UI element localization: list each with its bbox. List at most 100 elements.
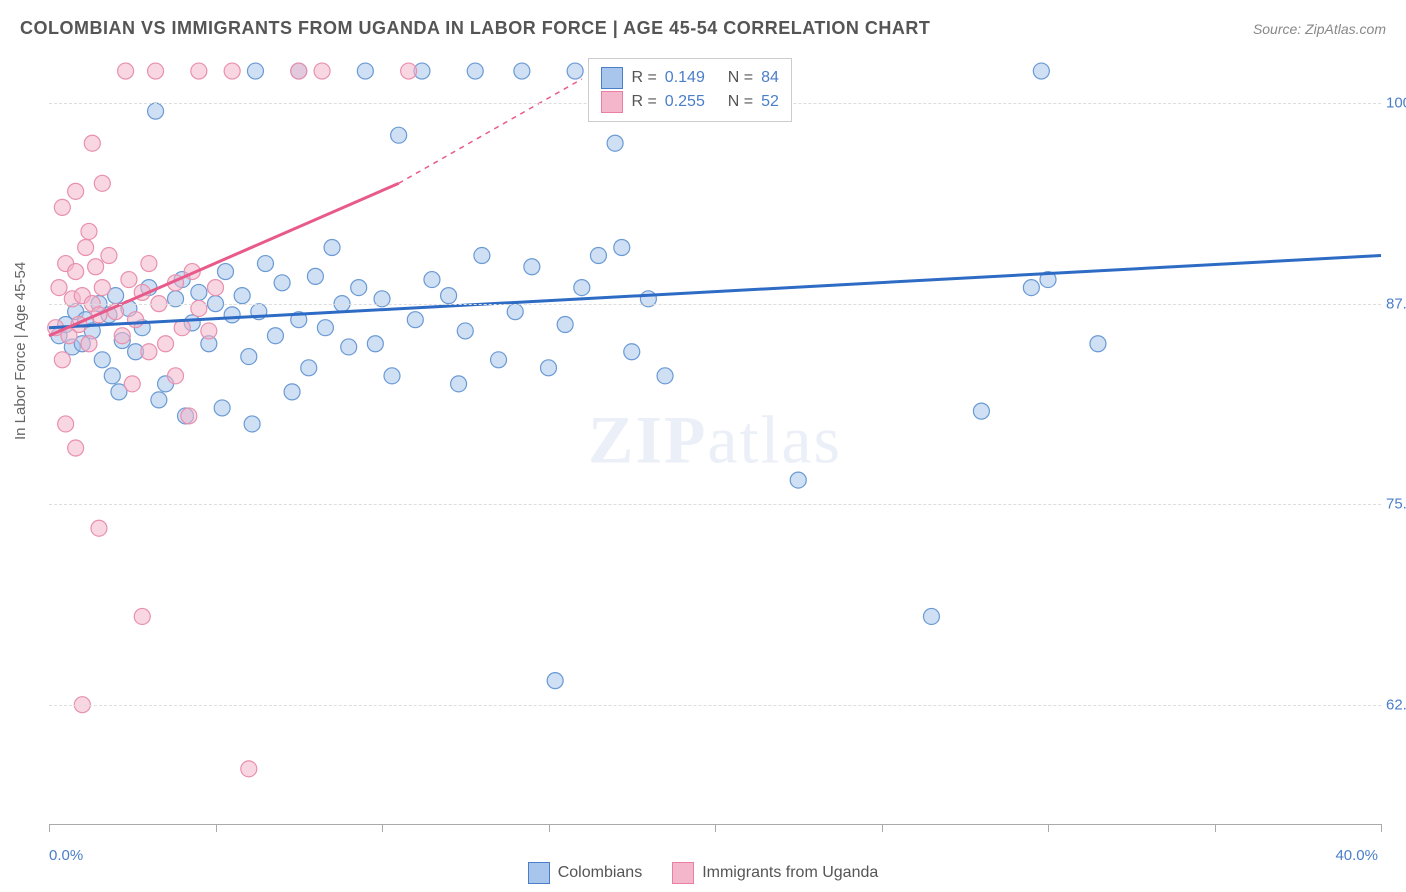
data-point (267, 328, 283, 344)
data-point (91, 520, 107, 536)
legend-bottom-item: Colombians (528, 862, 642, 884)
data-point (657, 368, 673, 384)
data-point (241, 349, 257, 365)
x-tick (882, 824, 883, 832)
data-point (51, 280, 67, 296)
data-point (124, 376, 140, 392)
data-point (58, 416, 74, 432)
data-point (148, 103, 164, 119)
data-point (351, 280, 367, 296)
x-tick (216, 824, 217, 832)
data-point (307, 268, 323, 284)
data-point (257, 256, 273, 272)
legend-swatch (528, 862, 550, 884)
data-point (94, 175, 110, 191)
data-point (244, 416, 260, 432)
legend-top-row: R = 0.149 N = 84 (601, 67, 778, 89)
trend-line-dashed (399, 79, 582, 183)
data-point (401, 63, 417, 79)
data-point (341, 339, 357, 355)
data-point (68, 440, 84, 456)
x-tick (1215, 824, 1216, 832)
data-point (407, 312, 423, 328)
data-point (241, 761, 257, 777)
data-point (141, 256, 157, 272)
chart-title: COLOMBIAN VS IMMIGRANTS FROM UGANDA IN L… (20, 18, 930, 39)
data-point (128, 312, 144, 328)
gridline-h (49, 705, 1381, 706)
data-point (457, 323, 473, 339)
data-point (54, 352, 70, 368)
n-label: N = (728, 93, 753, 111)
data-point (524, 259, 540, 275)
data-point (314, 63, 330, 79)
n-value: 52 (761, 93, 779, 111)
legend-bottom: Colombians Immigrants from Uganda (0, 862, 1406, 884)
data-point (191, 63, 207, 79)
x-tick (382, 824, 383, 832)
data-point (547, 673, 563, 689)
data-point (81, 336, 97, 352)
data-point (474, 248, 490, 264)
x-tick (549, 824, 550, 832)
data-point (114, 328, 130, 344)
data-point (118, 63, 134, 79)
legend-bottom-item: Immigrants from Uganda (672, 862, 878, 884)
n-value: 84 (761, 69, 779, 87)
data-point (68, 183, 84, 199)
r-value: 0.149 (665, 69, 720, 87)
r-label: R = (631, 93, 656, 111)
data-point (134, 608, 150, 624)
legend-swatch (672, 862, 694, 884)
r-label: R = (631, 69, 656, 87)
y-tick-label: 100.0% (1386, 95, 1406, 112)
n-label: N = (728, 69, 753, 87)
data-point (217, 264, 233, 280)
y-tick-label: 87.5% (1386, 295, 1406, 312)
y-axis-label: In Labor Force | Age 45-54 (12, 262, 29, 440)
data-point (224, 307, 240, 323)
data-point (224, 63, 240, 79)
data-point (104, 368, 120, 384)
data-point (121, 272, 137, 288)
data-point (84, 135, 100, 151)
scatter-svg (49, 55, 1381, 824)
data-point (201, 323, 217, 339)
data-point (357, 63, 373, 79)
source-label: Source: ZipAtlas.com (1253, 21, 1386, 37)
chart-header: COLOMBIAN VS IMMIGRANTS FROM UGANDA IN L… (20, 18, 1386, 39)
data-point (441, 288, 457, 304)
data-point (247, 63, 263, 79)
r-value: 0.255 (665, 93, 720, 111)
data-point (590, 248, 606, 264)
data-point (208, 280, 224, 296)
data-point (234, 288, 250, 304)
legend-top-row: R = 0.255 N = 52 (601, 91, 778, 113)
data-point (141, 344, 157, 360)
data-point (191, 284, 207, 300)
data-point (367, 336, 383, 352)
legend-label: Immigrants from Uganda (702, 864, 878, 882)
legend-swatch (601, 67, 623, 89)
data-point (301, 360, 317, 376)
data-point (467, 63, 483, 79)
data-point (151, 392, 167, 408)
data-point (168, 368, 184, 384)
data-point (424, 272, 440, 288)
gridline-h (49, 504, 1381, 505)
data-point (94, 280, 110, 296)
data-point (923, 608, 939, 624)
data-point (1023, 280, 1039, 296)
legend-top: R = 0.149 N = 84 R = 0.255 N = 52 (588, 58, 791, 122)
data-point (181, 408, 197, 424)
data-point (514, 63, 530, 79)
data-point (507, 304, 523, 320)
data-point (54, 199, 70, 215)
x-tick (715, 824, 716, 832)
y-tick-label: 62.5% (1386, 696, 1406, 713)
legend-swatch (601, 91, 623, 113)
data-point (973, 403, 989, 419)
data-point (158, 336, 174, 352)
x-tick (1048, 824, 1049, 832)
data-point (624, 344, 640, 360)
